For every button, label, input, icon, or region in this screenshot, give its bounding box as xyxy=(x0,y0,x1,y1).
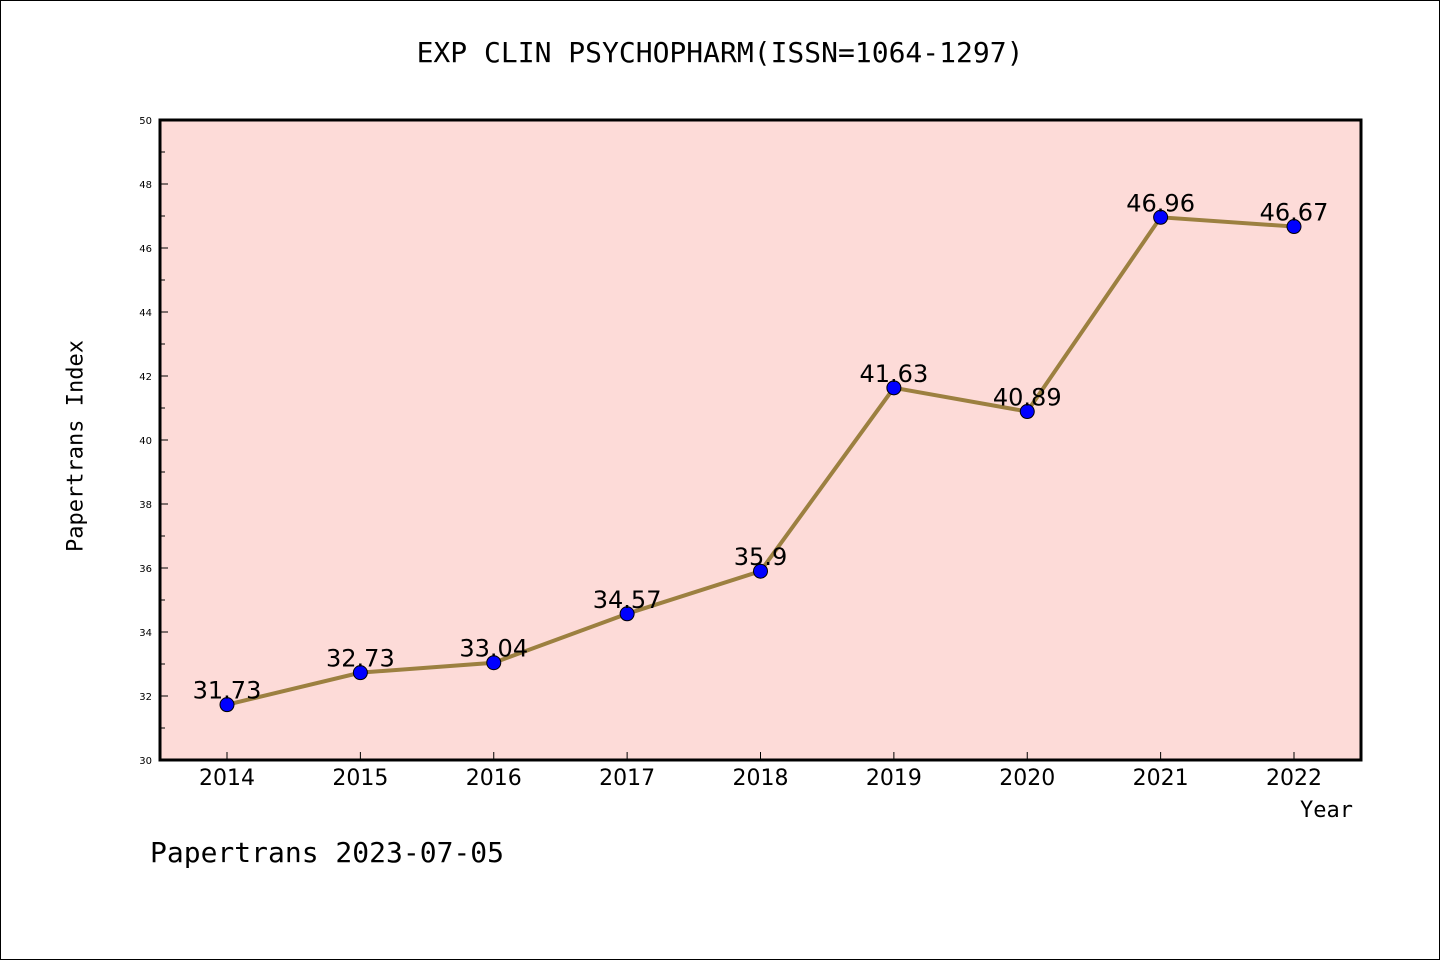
data-label: 40.89 xyxy=(993,384,1062,412)
chart-title: EXP CLIN PSYCHOPHARM(ISSN=1064-1297) xyxy=(416,36,1024,69)
x-tick-label: 2021 xyxy=(1133,766,1189,791)
plot-area xyxy=(160,120,1361,760)
data-point xyxy=(352,665,368,681)
data-label: 46.67 xyxy=(1260,199,1329,227)
y-tick-label: 38 xyxy=(139,500,152,511)
y-tick-label: 42 xyxy=(139,372,152,383)
y-tick-label: 30 xyxy=(139,756,152,767)
y-tick-label: 46 xyxy=(139,244,152,255)
data-label: 46.96 xyxy=(1126,189,1195,217)
y-axis-label: Papertrans Index xyxy=(63,340,89,552)
data-point xyxy=(219,697,235,713)
y-tick-label: 36 xyxy=(139,564,152,575)
x-tick-label: 2016 xyxy=(466,766,522,791)
footer-note: Papertrans 2023-07-05 xyxy=(150,836,505,869)
x-tick-label: 2017 xyxy=(599,766,655,791)
data-label: 35.9 xyxy=(734,543,787,571)
data-label: 31.73 xyxy=(193,677,262,705)
x-tick-label: 2022 xyxy=(1266,766,1322,791)
y-tick-label: 48 xyxy=(139,180,152,191)
x-tick-label: 2019 xyxy=(866,766,922,791)
data-point xyxy=(886,380,902,396)
data-point xyxy=(486,655,502,671)
data-label: 41.63 xyxy=(860,360,929,388)
x-axis-label: Year xyxy=(1300,798,1353,823)
data-points xyxy=(219,209,1302,713)
y-tick-label: 32 xyxy=(139,692,152,703)
y-tick-label: 40 xyxy=(139,436,152,447)
y-tick-label: 44 xyxy=(139,308,152,319)
data-point xyxy=(619,606,635,622)
data-point xyxy=(1286,219,1302,235)
x-tick-label: 2018 xyxy=(733,766,789,791)
x-tick-label: 2020 xyxy=(999,766,1055,791)
x-tick-label: 2015 xyxy=(332,766,388,791)
y-tick-label: 34 xyxy=(139,628,152,639)
data-point xyxy=(753,563,768,579)
data-point xyxy=(1153,209,1169,225)
plot-border xyxy=(158,118,1363,762)
y-tick-label: 50 xyxy=(139,116,152,127)
data-label: 32.73 xyxy=(326,645,395,673)
data-point xyxy=(1019,404,1035,420)
data-labels: 31.73 32.73 33.04 34.57 35.9 41.63 40.89 46.96 4… xyxy=(193,189,1329,704)
x-tick-label: 2014 xyxy=(199,766,255,791)
data-label: 34.57 xyxy=(593,586,662,614)
x-axis: 2014 2015 2016 2017 2018 2019 2020 2021 2022 xyxy=(199,752,1322,791)
data-label: 33.04 xyxy=(459,635,528,663)
